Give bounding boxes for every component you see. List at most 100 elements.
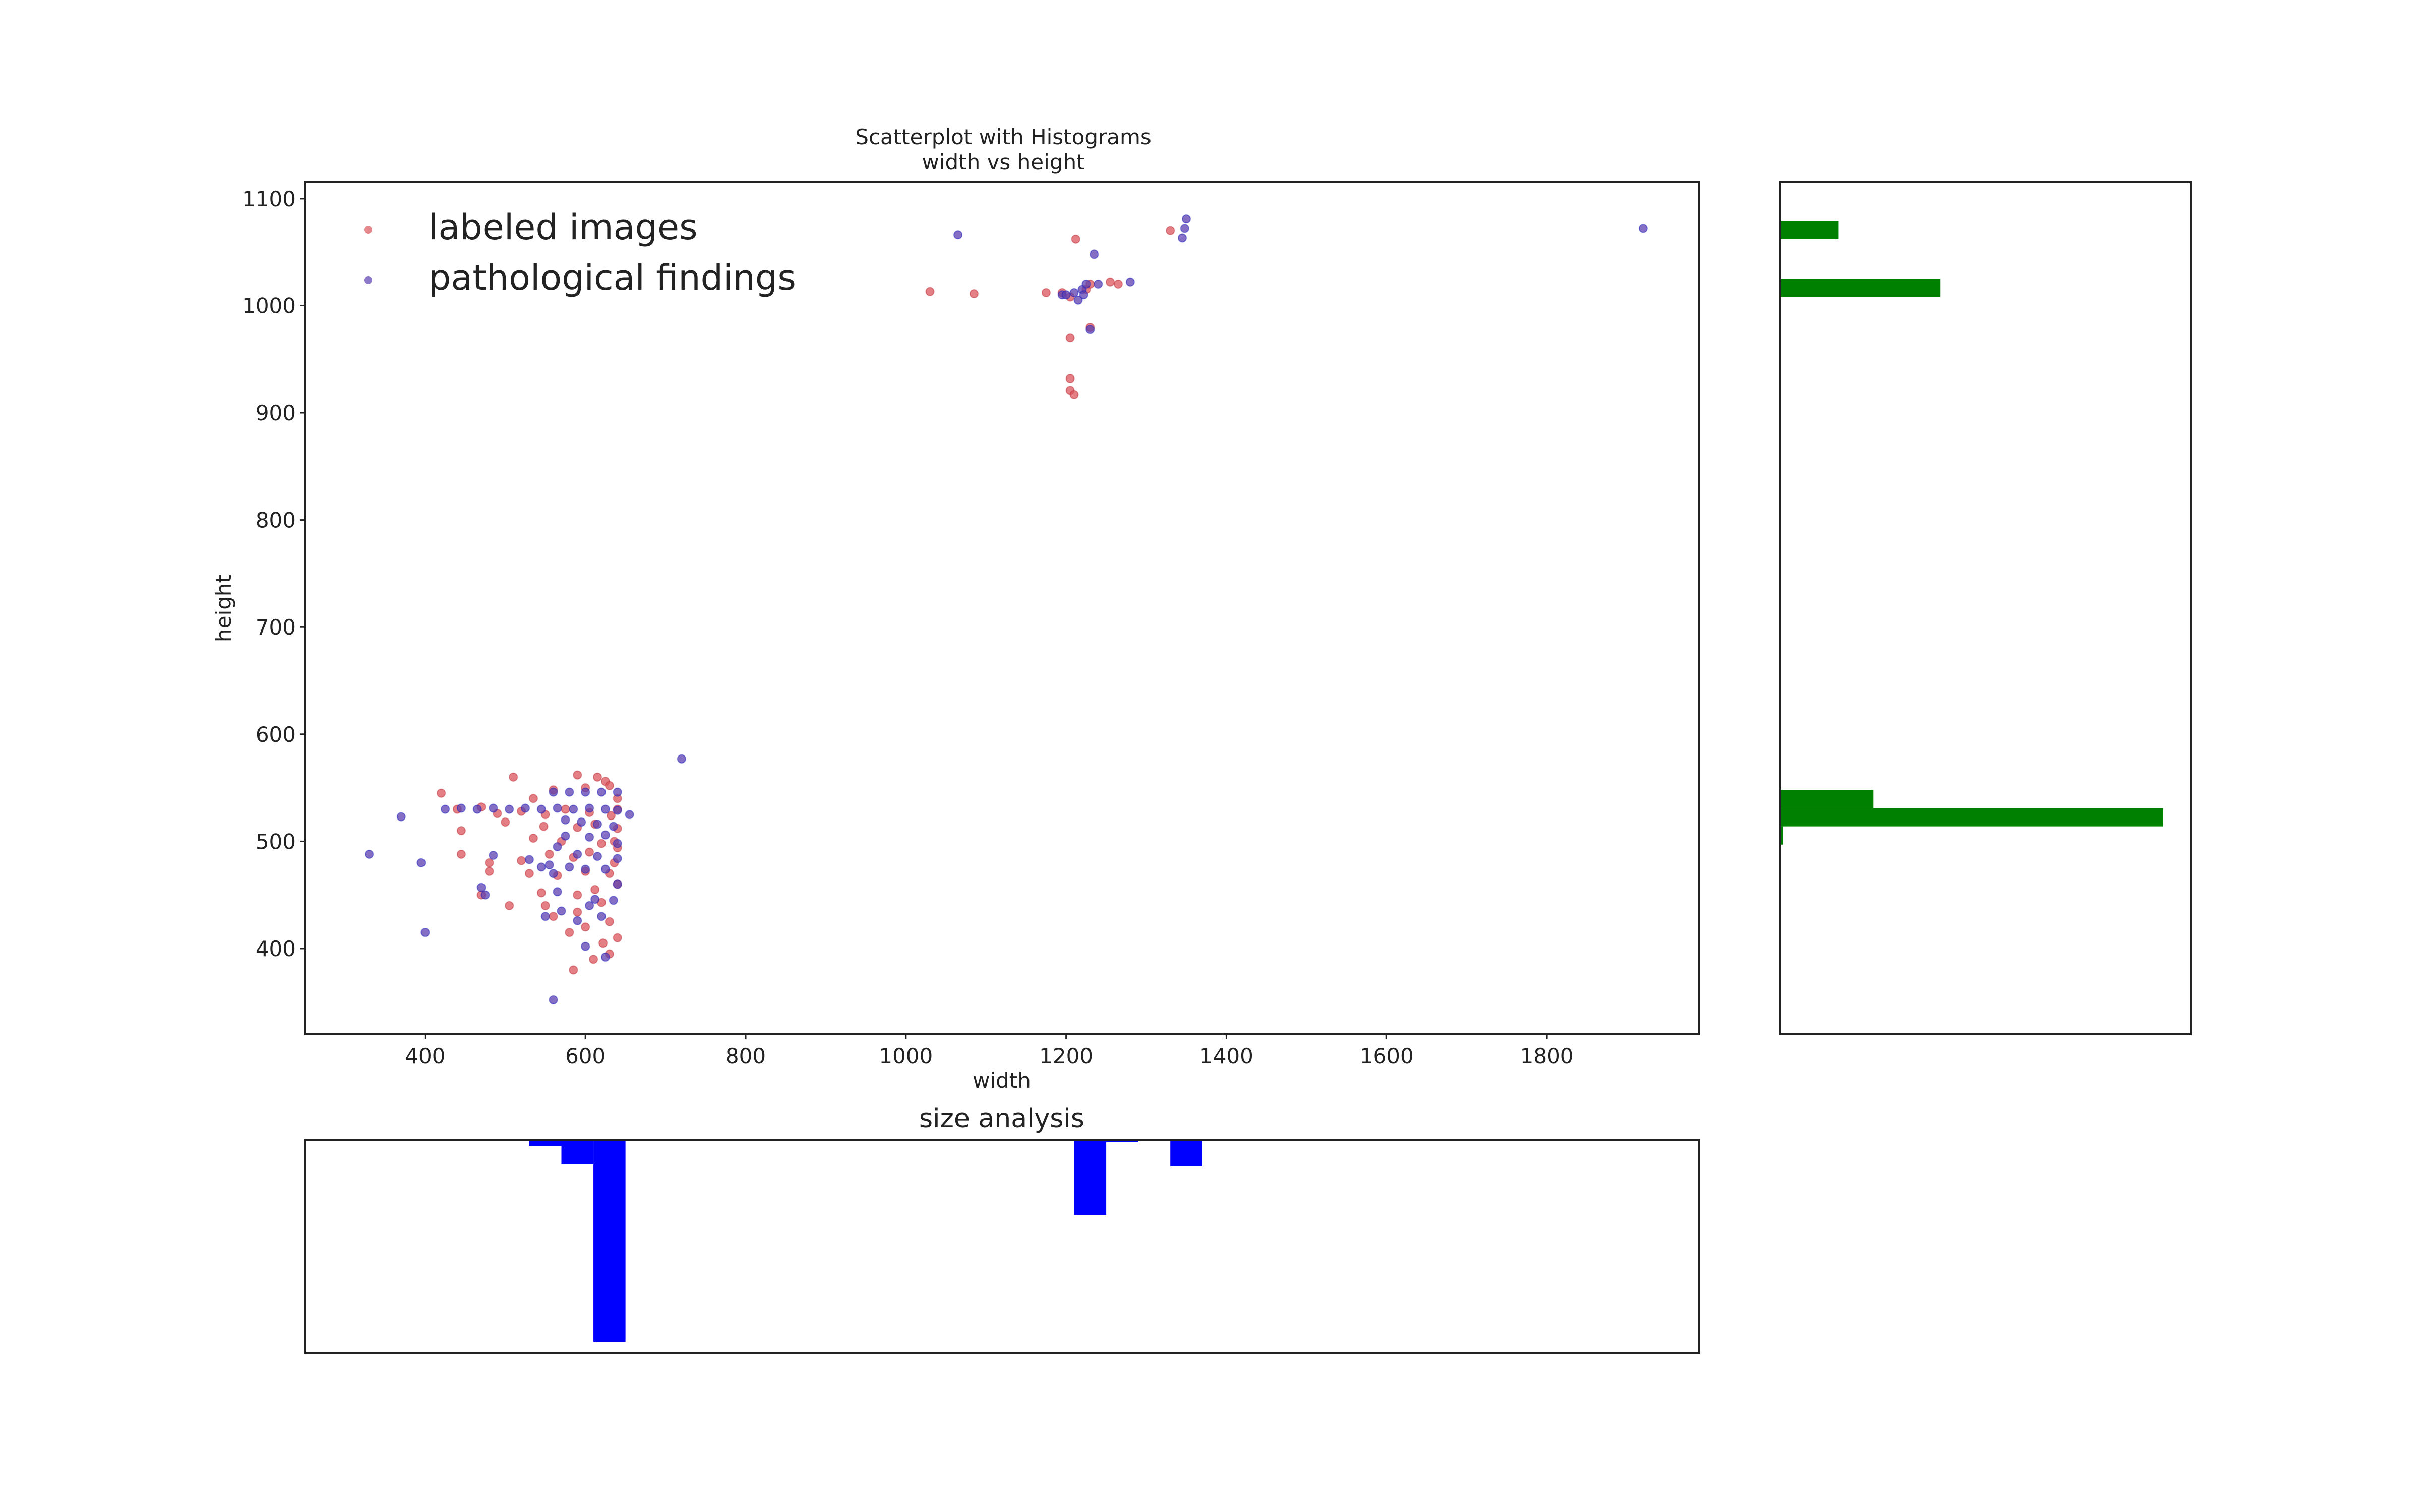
- labeled-image-point-69: [1071, 234, 1080, 244]
- pathological-finding-point-56: [677, 754, 686, 764]
- labeled-image-point-29: [544, 849, 554, 859]
- pathological-finding-point-67: [1178, 233, 1187, 243]
- pathological-finding-point-35: [565, 862, 574, 872]
- labeled-image-point-25: [597, 839, 606, 848]
- legend-marker-pathological-findings: [364, 276, 372, 284]
- pathological-finding-point-6: [472, 804, 482, 814]
- labeled-image-point-30: [517, 856, 526, 865]
- pathological-finding-point-53: [590, 895, 600, 904]
- x-tick-label-1800: 1800: [1520, 1044, 1574, 1068]
- height-histogram-panel: [1779, 181, 2192, 1035]
- height-histogram-bar-1: [1780, 279, 1941, 297]
- labeled-image-point-41: [505, 901, 514, 910]
- pathological-finding-point-33: [613, 854, 622, 863]
- pathological-finding-point-41: [524, 855, 534, 864]
- labeled-image-point-48: [581, 922, 590, 932]
- labeled-image-point-21: [501, 817, 510, 827]
- width-histogram-bar-5: [1170, 1140, 1202, 1166]
- pathological-finding-point-12: [569, 804, 578, 814]
- pathological-finding-point-63: [1090, 249, 1099, 259]
- width-histogram-panel: size analysis: [304, 1104, 1700, 1354]
- pathological-finding-point-36: [581, 864, 590, 874]
- pathological-finding-point-49: [581, 941, 590, 951]
- pathological-finding-point-47: [585, 901, 594, 910]
- labeled-image-point-67: [1106, 277, 1115, 287]
- pathological-finding-point-7: [489, 803, 498, 813]
- y-tick-label-800: 800: [256, 508, 296, 533]
- labeled-image-point-44: [540, 901, 550, 910]
- labeled-image-point-52: [598, 938, 608, 948]
- x-axis-label: width: [973, 1068, 1031, 1093]
- scatter-frame: [304, 181, 1700, 1035]
- width-histogram-bar-0: [529, 1140, 562, 1146]
- legend-label-labeled-images: labeled images: [429, 207, 698, 248]
- pathological-finding-point-5: [456, 803, 466, 813]
- x-tick-label-1200: 1200: [1039, 1044, 1093, 1068]
- labeled-image-point-53: [589, 955, 598, 964]
- pathological-finding-point-43: [549, 869, 558, 878]
- pathological-finding-point-4: [441, 804, 450, 814]
- labeled-image-point-71: [1065, 374, 1075, 383]
- x-tick-label-1000: 1000: [879, 1044, 933, 1068]
- pathological-finding-point-19: [581, 787, 590, 797]
- y-tick-label-1100: 1100: [242, 186, 296, 211]
- labeled-image-point-32: [456, 849, 466, 859]
- pathological-finding-point-57: [953, 230, 963, 240]
- pathological-finding-point-38: [476, 883, 486, 892]
- pathological-finding-point-0: [365, 849, 374, 859]
- pathological-finding-point-3: [420, 928, 430, 937]
- pathological-finding-point-71: [1061, 290, 1071, 300]
- labeled-image-point-54: [569, 965, 578, 975]
- pathological-finding-point-18: [565, 787, 574, 797]
- pathological-finding-point-44: [553, 887, 562, 897]
- pathological-finding-point-39: [489, 851, 498, 860]
- x-tick-label-1600: 1600: [1360, 1044, 1414, 1068]
- height-histogram-bar-3: [1780, 808, 2163, 827]
- y-tick-label-1000: 1000: [242, 293, 296, 318]
- labeled-image-point-8: [437, 788, 446, 798]
- pathological-finding-point-1: [396, 812, 406, 822]
- labeled-image-point-38: [590, 885, 600, 894]
- pathological-finding-point-60: [1073, 295, 1083, 305]
- scatter-points: [365, 214, 1648, 1004]
- labeled-image-point-1: [573, 770, 582, 780]
- labeled-image-point-50: [549, 912, 558, 921]
- y-tick-label-400: 400: [256, 936, 296, 961]
- x-tick-label-600: 600: [565, 1044, 606, 1068]
- pathological-finding-point-68: [1180, 224, 1189, 233]
- labeled-image-point-45: [573, 907, 582, 917]
- width-histogram-bar-1: [561, 1140, 594, 1164]
- pathological-finding-point-16: [625, 810, 634, 820]
- labeled-image-point-7: [528, 794, 538, 803]
- pathological-finding-point-70: [1638, 224, 1648, 233]
- labeled-image-point-22: [456, 826, 466, 836]
- labeled-image-point-14: [561, 804, 570, 814]
- y-axis-label: height: [211, 575, 236, 642]
- pathological-finding-point-62: [1081, 279, 1091, 289]
- pathological-finding-point-10: [536, 804, 546, 814]
- labeled-image-point-2: [593, 772, 602, 782]
- chart-title: Scatterplot with Histograms: [855, 124, 1152, 149]
- chart-subtitle: width vs height: [922, 150, 1084, 174]
- height-histogram-bar-4: [1780, 826, 1783, 845]
- labeled-image-point-39: [573, 890, 582, 900]
- pathological-finding-point-37: [600, 864, 610, 874]
- height-histogram-frame: [1779, 181, 2192, 1035]
- pathological-finding-point-15: [613, 805, 622, 815]
- labeled-image-point-73: [1069, 390, 1079, 399]
- pathological-finding-point-24: [593, 820, 602, 829]
- pathological-finding-point-28: [600, 830, 610, 840]
- x-tick-label-400: 400: [405, 1044, 445, 1068]
- labeled-image-point-5: [604, 781, 614, 790]
- width-histogram-frame: [304, 1139, 1700, 1354]
- pathological-finding-point-66: [1125, 277, 1135, 287]
- legend-marker-labeled-images: [364, 226, 372, 234]
- pathological-finding-point-11: [553, 803, 562, 813]
- pathological-finding-point-13: [585, 803, 594, 813]
- pathological-finding-point-52: [613, 879, 622, 889]
- pathological-finding-point-69: [1182, 214, 1191, 224]
- y-tick-label-900: 900: [256, 401, 296, 425]
- pathological-finding-point-27: [585, 832, 594, 842]
- labeled-image-point-62: [1041, 288, 1051, 297]
- pathological-finding-point-14: [600, 804, 610, 814]
